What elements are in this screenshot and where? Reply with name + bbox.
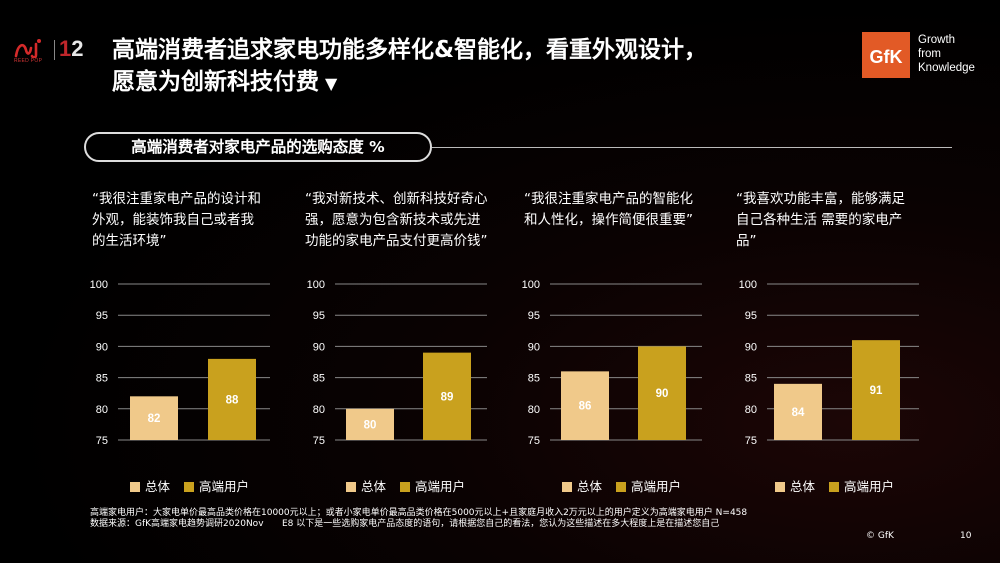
y-tick-label: 75 (745, 435, 757, 447)
y-tick-label: 75 (528, 435, 540, 447)
y-tick-label: 80 (96, 404, 108, 416)
footnote-source: 数据来源：GfK高端家电趋势调研2020Nov (90, 519, 264, 529)
legend-swatch-overall (346, 481, 356, 492)
y-tick-label: 75 (313, 435, 325, 447)
page-number: 10 (960, 531, 972, 541)
quote-4: “我喜欢功能丰富，能够满足 自己各种生活 需要的家电产 品” (736, 189, 936, 252)
bar-value-label: 90 (656, 388, 669, 400)
bar-value-label: 80 (364, 419, 377, 431)
copyright: © GfK (866, 531, 894, 541)
y-tick-label: 80 (745, 404, 757, 416)
bar-value-label: 86 (579, 401, 592, 413)
quote-3: “我很注重家电产品的智能化 和人性化，操作简便很重要” (524, 189, 724, 231)
quote-line: 自己各种生活 需要的家电产 (736, 212, 903, 228)
bar-overall (774, 383, 822, 440)
quote-line: “我喜欢功能丰富，能够满足 (736, 191, 905, 207)
quote-line: 外观，能装饰我自己或者我 (92, 212, 254, 228)
legend-4: 总体 高端用户 (775, 476, 894, 495)
quote-line: “我对新技术、创新科技好奇心 (305, 191, 488, 207)
y-tick-label: 95 (313, 310, 325, 322)
y-tick-label: 100 (307, 279, 325, 291)
title-line-1: 高端消费者追求家电功能多样化&智能化，看重外观设计， (112, 37, 708, 63)
y-tick-label: 90 (745, 341, 757, 353)
bar-value-label: 91 (870, 385, 883, 397)
quote-line: 的生活环境” (92, 233, 167, 249)
y-tick-label: 85 (96, 373, 108, 385)
triangle-down-icon: ▼ (325, 74, 338, 93)
logo-divider (54, 40, 55, 60)
bar-overall (346, 408, 394, 440)
legend-2: 总体 高端用户 (346, 476, 465, 495)
gfk-logo: GfK (862, 32, 910, 78)
section-label: 高端消费者对家电产品的选购态度 % (84, 132, 432, 162)
bar-value-label: 82 (148, 413, 161, 425)
y-tick-label: 85 (745, 373, 757, 385)
y-tick-label: 95 (745, 310, 757, 322)
y-tick-label: 95 (528, 310, 540, 322)
page-title: 高端消费者追求家电功能多样化&智能化，看重外观设计， 愿意为创新科技付费 ▼ (112, 34, 772, 100)
footnote-definition: 高端家电用户：大家电单价最高品类价格在10000元以上；或者小家电单价最高品类价… (90, 508, 748, 518)
y-tick-label: 95 (96, 310, 108, 322)
y-tick-label: 85 (528, 373, 540, 385)
quote-line: 功能的家电产品支付更高价钱” (305, 233, 488, 249)
bar-premium (852, 340, 900, 440)
legend-swatch-premium (184, 481, 195, 492)
bar-overall (561, 371, 609, 440)
legend-swatch-overall (775, 481, 785, 492)
chart-4: 75 80 85 90 95 100 84 91 (739, 279, 919, 447)
event-logo-mark-icon (14, 39, 41, 58)
y-tick-label: 90 (313, 341, 325, 353)
legend-swatch-premium (616, 481, 627, 492)
legend-1: 总体 高端用户 (130, 476, 249, 495)
legend-swatch-premium (829, 481, 840, 492)
quote-line: 品” (736, 233, 757, 249)
bar-premium (423, 352, 471, 440)
bar-premium (638, 346, 686, 440)
bar-value-label: 89 (441, 391, 454, 403)
legend-swatch-premium (400, 481, 411, 492)
gfk-tagline-line: Growth (918, 34, 956, 46)
quote-2: “我对新技术、创新科技好奇心 强，愿意为包含新技术或先进 功能的家电产品支付更高… (305, 189, 515, 252)
gfk-logo-text: GfK (870, 47, 903, 67)
bar-value-label: 88 (226, 394, 239, 406)
y-tick-label: 100 (522, 279, 540, 291)
bar-overall (130, 396, 178, 440)
y-tick-label: 80 (313, 404, 325, 416)
quote-line: 和人性化，操作简便很重要” (524, 212, 693, 228)
legend-swatch-overall (130, 481, 140, 492)
quote-1: “我很注重家电产品的设计和 外观，能装饰我自己或者我 的生活环境” (92, 189, 292, 252)
y-tick-label: 75 (96, 435, 108, 447)
bar-premium (208, 358, 256, 440)
y-tick-label: 100 (90, 279, 108, 291)
chart-2: 75 80 85 90 95 100 80 89 (307, 279, 487, 447)
chart-1: 75 80 85 90 95 100 82 88 (90, 279, 270, 447)
y-tick-label: 100 (739, 279, 757, 291)
legend-swatch-overall (562, 481, 572, 492)
gfk-tagline-line: from (918, 48, 941, 60)
quote-line: 强，愿意为包含新技术或先进 (305, 212, 481, 228)
event-logo: REED POP 12 (14, 36, 104, 64)
y-tick-label: 90 (96, 341, 108, 353)
gfk-tagline-line: Knowledge (918, 62, 975, 74)
quote-line: “我很注重家电产品的设计和 (92, 191, 261, 207)
gfk-tagline: Growth from Knowledge (918, 33, 975, 75)
bar-value-label: 84 (792, 407, 805, 419)
gfk-logo-mark-icon: GfK (870, 47, 903, 67)
event-logo-number: 12 (59, 36, 84, 61)
event-logo-sub: REED POP (14, 58, 43, 64)
y-tick-label: 90 (528, 341, 540, 353)
chart-3: 75 80 85 90 95 100 86 90 (522, 279, 702, 447)
section-divider (432, 147, 952, 148)
quote-line: “我很注重家电产品的智能化 (524, 191, 693, 207)
y-tick-label: 85 (313, 373, 325, 385)
title-line-2: 愿意为创新科技付费 ▼ (112, 69, 338, 95)
legend-3: 总体 高端用户 (562, 476, 681, 495)
footnote-question: E8 以下是一些选购家电产品态度的语句，请根据您自己的看法，您认为这些描述在多大… (282, 519, 720, 529)
y-tick-label: 80 (528, 404, 540, 416)
